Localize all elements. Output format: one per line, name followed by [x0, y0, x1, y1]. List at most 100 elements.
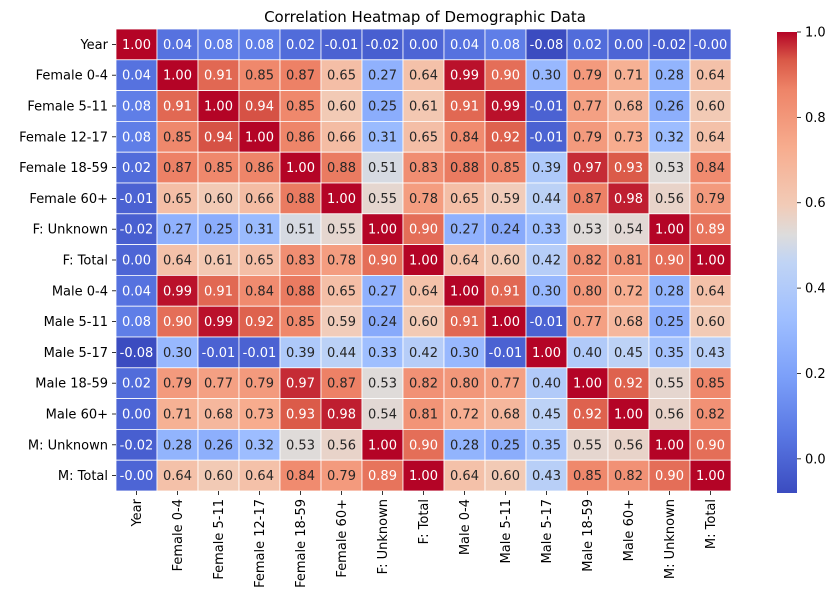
heatmap-cell [361, 59, 404, 91]
heatmap-cell [484, 90, 527, 122]
cell-value-label: -0.01 [243, 346, 277, 361]
cell-value-label: 0.39 [532, 161, 561, 176]
cell-value-label: 0.60 [491, 254, 520, 269]
cell-value-label: 0.85 [204, 161, 233, 176]
heatmap-cell [361, 90, 404, 122]
cell-value-label: 0.40 [573, 346, 602, 361]
cell-value-label: 0.91 [491, 284, 520, 299]
heatmap-cell [648, 398, 691, 430]
cell-value-label: 1.00 [327, 192, 356, 207]
cell-value-label: 0.99 [491, 100, 520, 115]
heatmap-cell [115, 121, 158, 153]
x-tick-label: Male 5-17 [540, 499, 555, 563]
cell-value-label: 1.00 [204, 100, 233, 115]
x-tick-label: M: Total [704, 499, 719, 549]
cell-value-label: 0.90 [696, 438, 725, 453]
cell-value-label: 0.82 [409, 377, 438, 392]
cell-value-label: 0.02 [573, 38, 602, 53]
heatmap-cell [648, 182, 691, 215]
cell-value-label: 0.55 [327, 223, 356, 238]
cell-value-label: 0.84 [450, 130, 479, 145]
heatmap-cell [320, 182, 363, 215]
heatmap-cell [238, 59, 281, 91]
heatmap-cell [607, 90, 650, 122]
cell-value-label: 0.60 [204, 192, 233, 207]
y-tick-label: Female 12-17 [19, 130, 108, 145]
cell-value-label: 0.65 [327, 69, 356, 84]
heatmap-cell [402, 59, 445, 91]
cell-value-label: 0.56 [614, 438, 643, 453]
cell-value-label: 0.04 [163, 38, 192, 53]
cell-value-label: 0.32 [655, 130, 684, 145]
heatmap-cell [566, 274, 609, 307]
cell-value-label: 0.64 [245, 469, 274, 484]
cell-value-label: 0.08 [245, 38, 274, 53]
heatmap-cell [443, 459, 486, 492]
heatmap-cell [566, 459, 609, 492]
heatmap-cell [689, 244, 732, 276]
heatmap-cell [443, 90, 486, 122]
heatmap-cell [525, 244, 568, 276]
heatmap-cell [566, 336, 609, 369]
cell-value-label: 0.90 [163, 315, 192, 330]
cell-value-label: 0.30 [532, 69, 561, 84]
cell-value-label: 0.64 [450, 469, 479, 484]
x-tick-label: Female 0-4 [171, 499, 186, 571]
x-axis-labels: Year Female 0-4 Female 5-11 Female 12-17 Fem… [130, 491, 719, 588]
heatmap-cell [607, 244, 650, 276]
cell-value-label: 0.53 [286, 438, 315, 453]
heatmap-cell [648, 121, 691, 153]
cell-value-label: -0.02 [653, 38, 687, 53]
heatmap-cell [607, 213, 650, 246]
heatmap-cell [320, 121, 363, 153]
y-axis-labels: Year Female 0-4 Female 5-11 Female 12-17 Fem… [19, 38, 116, 484]
colorbar-tick-label: 0.2 [805, 367, 826, 382]
cell-value-label: 0.51 [286, 223, 315, 238]
heatmap-cell [484, 213, 527, 246]
cell-value-label: 1.00 [655, 438, 684, 453]
heatmap-cell [566, 90, 609, 122]
heatmap-cell [197, 244, 240, 276]
cell-value-label: 0.79 [245, 377, 274, 392]
heatmap-cell [402, 305, 445, 338]
cell-value-label: 0.94 [204, 130, 233, 145]
cell-value-label: 0.86 [245, 161, 274, 176]
cell-value-label: 0.28 [655, 69, 684, 84]
cell-value-label: 1.00 [491, 315, 520, 330]
heatmap-cell [115, 182, 158, 215]
heatmap-cell [566, 213, 609, 246]
heatmap-cell [197, 305, 240, 338]
heatmap-cell [402, 121, 445, 153]
heatmap-cell [648, 274, 691, 307]
cell-value-label: 0.60 [409, 315, 438, 330]
heatmap-cell [484, 336, 527, 369]
heatmap-cell [361, 182, 404, 215]
cell-value-label: 0.87 [286, 69, 315, 84]
cell-value-label: 0.53 [368, 377, 397, 392]
heatmap-cell [443, 151, 486, 184]
heatmap-cell [566, 182, 609, 215]
cell-value-label: 0.88 [286, 192, 315, 207]
heatmap-cell [115, 151, 158, 184]
heatmap-cell [156, 244, 199, 276]
cell-value-label: 0.61 [204, 254, 233, 269]
heatmap-cell [197, 367, 240, 399]
cell-value-label: 0.71 [163, 408, 192, 423]
cell-value-label: 0.00 [122, 254, 151, 269]
cell-value-label: 0.81 [409, 408, 438, 423]
heatmap-cell [156, 336, 199, 369]
cell-value-label: 0.73 [245, 408, 274, 423]
cell-value-label: 0.65 [450, 192, 479, 207]
heatmap-cell [607, 367, 650, 399]
heatmap-cell [279, 121, 322, 153]
cell-value-label: 0.56 [655, 408, 684, 423]
heatmap-cell [525, 121, 568, 153]
heatmap-cell [402, 367, 445, 399]
cell-value-label: 0.45 [532, 408, 561, 423]
y-tick-label: M: Total [58, 469, 108, 484]
cell-value-label: 0.80 [573, 284, 602, 299]
cell-value-label: -0.02 [120, 223, 154, 238]
cell-value-label: 0.30 [450, 346, 479, 361]
heatmap-cell [402, 398, 445, 430]
cell-value-label: 0.87 [573, 192, 602, 207]
